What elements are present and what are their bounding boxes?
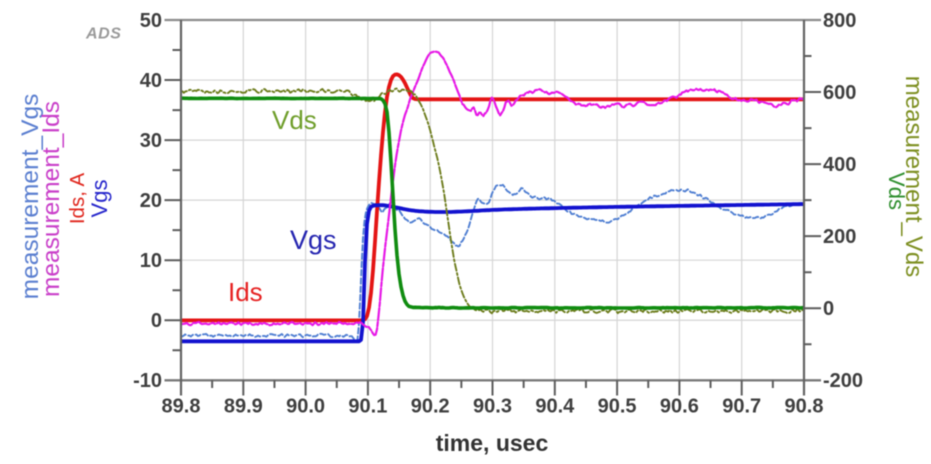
svg-text:measurement_Ids: measurement_Ids <box>38 101 65 297</box>
svg-text:30: 30 <box>140 130 162 152</box>
svg-text:ADS: ADS <box>85 26 122 43</box>
svg-text:200: 200 <box>823 226 856 248</box>
svg-text:90.1: 90.1 <box>348 396 387 418</box>
svg-text:Ids: Ids <box>228 277 263 307</box>
svg-text:-200: -200 <box>823 370 863 392</box>
svg-text:90.5: 90.5 <box>598 396 637 418</box>
svg-text:20: 20 <box>140 190 162 212</box>
svg-text:400: 400 <box>823 154 856 176</box>
svg-text:89.9: 89.9 <box>224 396 263 418</box>
svg-text:89.8: 89.8 <box>162 396 201 418</box>
svg-text:90.4: 90.4 <box>535 396 575 418</box>
svg-text:Vgs: Vgs <box>290 225 337 255</box>
svg-text:time, usec: time, usec <box>436 430 549 456</box>
svg-text:90.7: 90.7 <box>722 396 761 418</box>
svg-text:Vgs: Vgs <box>87 180 112 218</box>
svg-text:90.2: 90.2 <box>411 396 450 418</box>
svg-text:0: 0 <box>151 310 162 332</box>
svg-text:90.6: 90.6 <box>660 396 699 418</box>
svg-text:Vds: Vds <box>884 172 909 210</box>
svg-text:Vds: Vds <box>272 105 317 135</box>
svg-text:90.3: 90.3 <box>473 396 512 418</box>
svg-text:measurement_Vds: measurement_Vds <box>900 76 927 277</box>
svg-text:800: 800 <box>823 10 856 32</box>
svg-text:10: 10 <box>140 250 162 272</box>
svg-text:-10: -10 <box>133 370 162 392</box>
svg-text:40: 40 <box>140 70 162 92</box>
svg-text:Ids, A: Ids, A <box>66 173 89 225</box>
svg-text:measurement_Vgs: measurement_Vgs <box>17 94 44 300</box>
svg-text:50: 50 <box>140 10 162 32</box>
svg-text:90.8: 90.8 <box>785 396 824 418</box>
svg-text:600: 600 <box>823 82 856 104</box>
svg-text:90.0: 90.0 <box>286 396 325 418</box>
svg-text:0: 0 <box>823 298 834 320</box>
